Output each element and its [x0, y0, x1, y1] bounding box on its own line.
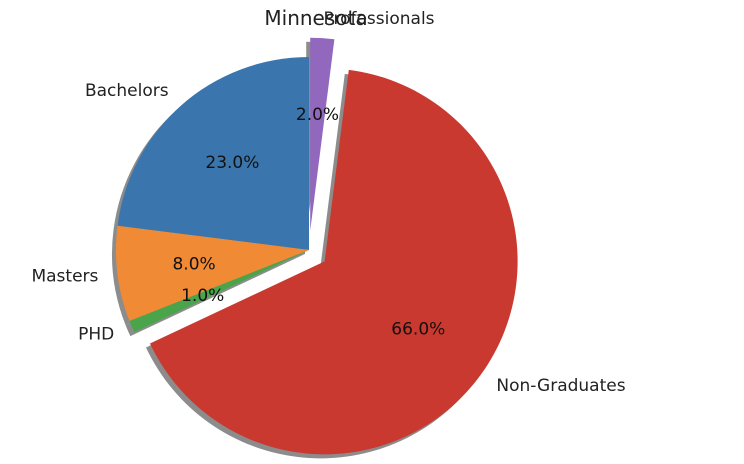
pie-slices: [115, 37, 518, 455]
shadow-phd: [125, 254, 305, 337]
pct-bachelors: 23.0%: [205, 153, 259, 173]
slice-bachelors: [117, 57, 310, 250]
chart-title: Minnesota: [264, 6, 367, 30]
label-masters: Masters: [31, 267, 98, 287]
slice-non-graduates: [149, 69, 518, 455]
pct-professionals: 2.0%: [296, 105, 339, 125]
pct-non-graduates: 66.0%: [391, 319, 445, 339]
slice-labels: Bachelors 23.0% Masters 8.0% PHD 1.0% Non-Grad…: [31, 9, 625, 396]
label-non-graduates: Non-Graduates: [496, 376, 625, 396]
slice-masters: [115, 225, 309, 322]
label-bachelors: Bachelors: [85, 81, 169, 101]
label-professionals: Professionals: [324, 9, 435, 29]
pct-phd: 1.0%: [181, 286, 224, 306]
label-phd: PHD: [78, 324, 114, 344]
slice-professionals: [310, 37, 335, 231]
pct-masters: 8.0%: [172, 255, 215, 275]
slice-phd: [129, 250, 309, 333]
